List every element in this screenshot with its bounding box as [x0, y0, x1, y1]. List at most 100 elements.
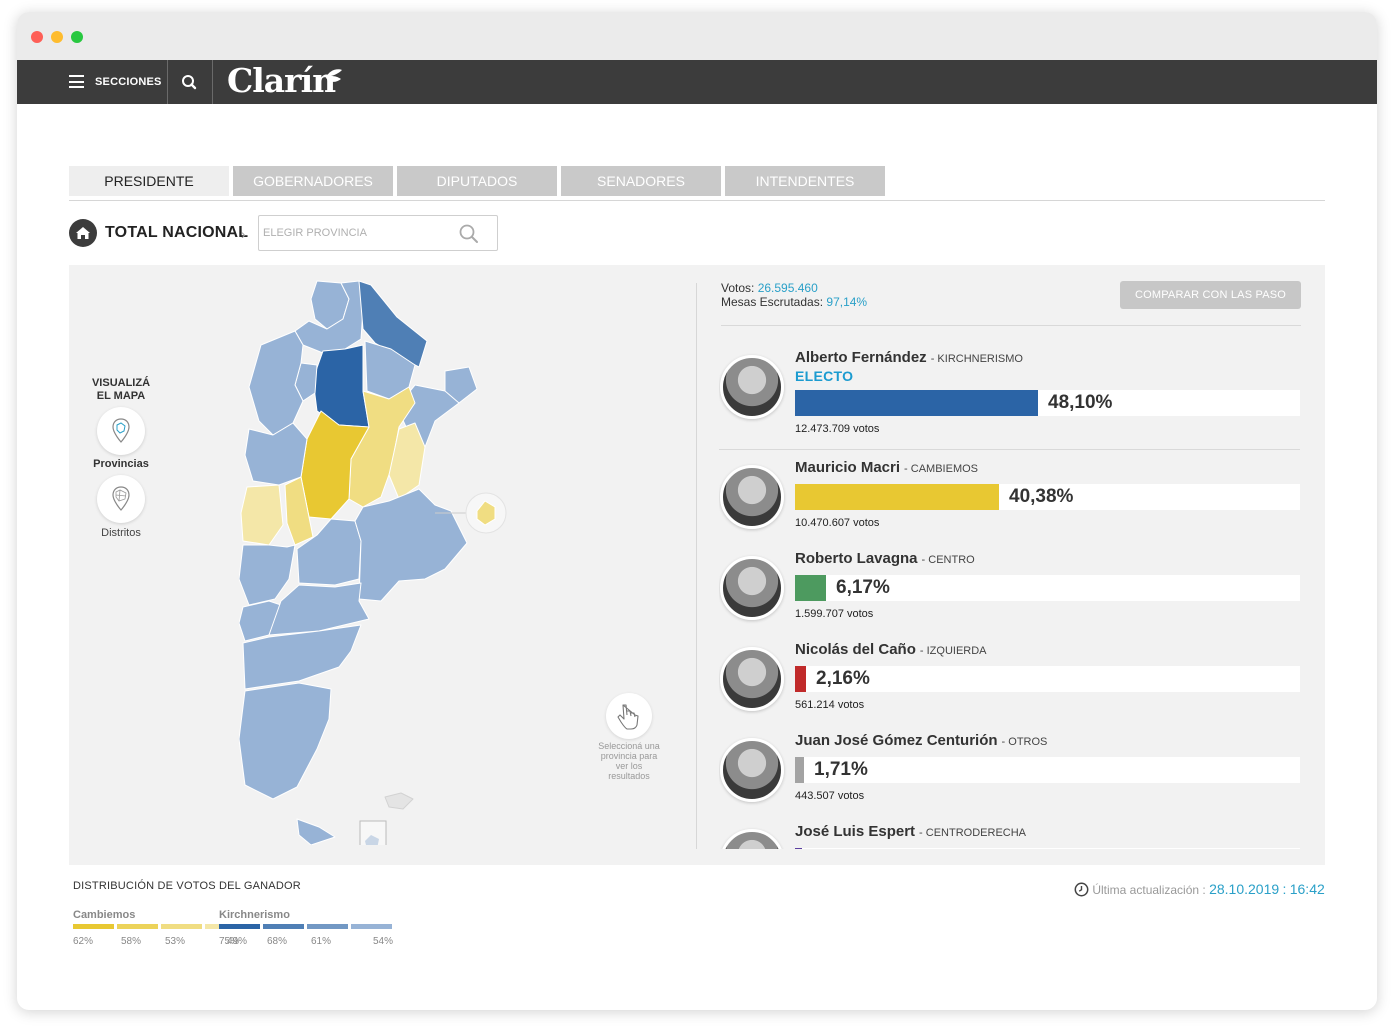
compare-paso-button[interactable]: COMPARAR CON LAS PASO: [1120, 281, 1301, 309]
sections-label: SECCIONES: [95, 76, 162, 88]
party-separator: -: [1001, 736, 1009, 748]
candidate-row[interactable]: José Luis Espert - CENTRODERECHA: [719, 823, 1304, 849]
party-separator: -: [930, 353, 938, 365]
antarctica-inset-shape: [365, 835, 379, 845]
map-islas-malvinas[interactable]: [384, 792, 414, 810]
title-bar: [17, 12, 1377, 60]
legend-group-name: Kirchnerismo: [219, 909, 290, 921]
candidate-party-text: CENTRODERECHA: [925, 827, 1027, 839]
clarin-logo[interactable]: Clarín: [227, 61, 336, 100]
tables-summary: Mesas Escrutadas: 97,14%: [721, 295, 867, 309]
results-panel: VISUALIZÁ EL MAPA Provincias Distritos: [69, 265, 1325, 865]
nav-divider: [212, 60, 213, 104]
minimize-window-button[interactable]: [51, 31, 63, 43]
tab-intendentes[interactable]: INTENDENTES: [725, 166, 885, 196]
maximize-window-button[interactable]: [71, 31, 83, 43]
argentina-results-map[interactable]: [239, 279, 539, 845]
last-update-date: 28.10.2019: [1209, 881, 1280, 897]
map-province-rio-negro[interactable]: [268, 582, 370, 636]
candidate-bar-fill: [795, 390, 1038, 416]
votes-summary: Votos: 26.595.460: [721, 281, 818, 295]
candidate-bar-track: [795, 848, 1300, 849]
candidate-bar-fill: [795, 575, 826, 601]
candidate-bar-track: 40,38%: [795, 484, 1300, 510]
nav-divider: [167, 60, 168, 104]
candidate-name: Alberto Fernández - KIRCHNERISMO: [795, 349, 1023, 366]
search-icon[interactable]: [458, 223, 480, 245]
home-button[interactable]: [69, 219, 97, 247]
candidate-row[interactable]: Alberto Fernández - KIRCHNERISMO ELECTO 48,…: [719, 349, 1304, 450]
candidate-row[interactable]: Mauricio Macri - CAMBIEMOS 40,38% 10.470.60…: [719, 459, 1304, 550]
map-province-santa-cruz[interactable]: [239, 682, 332, 800]
last-update-time: 16:42: [1289, 881, 1325, 897]
map-province-san-luis[interactable]: [284, 476, 314, 546]
candidate-party-text: KIRCHNERISMO: [937, 353, 1023, 365]
candidate-votes: 10.470.607 votos: [795, 517, 880, 529]
candidate-party: - CAMBIEMOS: [904, 463, 978, 475]
map-province-entre-rios[interactable]: [388, 422, 426, 500]
last-update-separator: :: [1282, 881, 1287, 897]
legend-color-bar: [117, 924, 158, 929]
map-province-tierra-del-fuego[interactable]: [296, 818, 336, 845]
breadcrumb-title: TOTAL NACIONAL: [105, 224, 249, 241]
candidate-divider: [719, 449, 1300, 450]
legend-color-bar: [351, 924, 392, 929]
hint-line: resultados: [608, 771, 650, 781]
legend-percent: 49%: [227, 936, 248, 947]
home-icon: [76, 227, 90, 239]
chevron-right-icon: ›: [241, 226, 246, 242]
select-province-hint-button[interactable]: [606, 693, 652, 739]
sections-menu-button[interactable]: SECCIONES: [17, 60, 167, 104]
provinces-view-button[interactable]: [97, 407, 145, 455]
province-search-input[interactable]: [258, 215, 498, 251]
votes-value: 26.595.460: [757, 281, 818, 295]
candidate-percent: 1,71%: [814, 759, 868, 780]
candidate-name-text: Juan José Gómez Centurión: [795, 732, 998, 749]
close-window-button[interactable]: [31, 31, 43, 43]
tab-senadores[interactable]: SENADORES: [561, 166, 721, 196]
party-separator: -: [904, 463, 911, 475]
candidate-name: Nicolás del Caño - IZQUIERDA: [795, 641, 987, 658]
legend-color-bar: [161, 924, 202, 929]
candidate-votes: 561.214 votos: [795, 699, 865, 711]
candidate-row[interactable]: Nicolás del Caño - IZQUIERDA 2,16% 561.214 …: [719, 641, 1304, 732]
legend-percent: 75%: [219, 936, 240, 947]
party-separator: -: [921, 554, 929, 566]
map-province-chubut[interactable]: [242, 624, 362, 690]
map-province-san-juan[interactable]: [240, 484, 284, 546]
candidate-percent: 6,17%: [836, 577, 890, 598]
map-province-mendoza[interactable]: [239, 544, 296, 606]
legend-color-bar: [307, 924, 348, 929]
hint-line: provincia para: [600, 751, 658, 761]
tab-presidente[interactable]: PRESIDENTE: [69, 166, 229, 196]
candidate-percent: 2,16%: [816, 668, 870, 689]
nav-search-button[interactable]: [168, 60, 212, 104]
logo-mark-icon: [326, 69, 342, 82]
tab-diputados[interactable]: DIPUTADOS: [397, 166, 557, 196]
map-province-caba[interactable]: [476, 500, 496, 526]
legend-group-cambiemos: Cambiemos 62% 58% 53% 49%: [73, 909, 247, 947]
panel-divider: [696, 283, 697, 849]
map-province-buenos-aires[interactable]: [354, 488, 468, 602]
browser-window: SECCIONES Clarín PRESIDENTE GOBERNADORES…: [17, 12, 1377, 1010]
legend-group-name: Cambiemos: [73, 909, 136, 921]
candidate-row[interactable]: Roberto Lavagna - CENTRO 6,17% 1.599.707 vo…: [719, 550, 1304, 641]
map-province-catamarca[interactable]: [248, 330, 304, 436]
party-separator: -: [919, 645, 927, 657]
map-province-formosa[interactable]: [358, 280, 428, 368]
districts-view-button[interactable]: [97, 475, 145, 523]
hamburger-icon: [69, 75, 84, 88]
candidate-row[interactable]: Juan José Gómez Centurión - OTROS 1,71% 443…: [719, 732, 1304, 823]
legend-percent: 62%: [73, 936, 94, 947]
clock-icon: [1074, 882, 1089, 897]
hand-pointer-icon: [617, 704, 639, 730]
candidate-name-text: José Luis Espert: [795, 823, 916, 840]
tab-gobernadores[interactable]: GOBERNADORES: [233, 166, 393, 196]
candidate-party: - CENTRODERECHA: [919, 827, 1026, 839]
candidate-bar-fill: [795, 757, 804, 783]
site-navbar: SECCIONES Clarín: [17, 60, 1377, 104]
distribution-title: DISTRIBUCIÓN DE VOTOS DEL GANADOR: [73, 880, 301, 892]
candidate-bar-fill: [795, 666, 806, 692]
candidate-percent: 40,38%: [1009, 486, 1074, 507]
legend-percent: 58%: [121, 936, 142, 947]
